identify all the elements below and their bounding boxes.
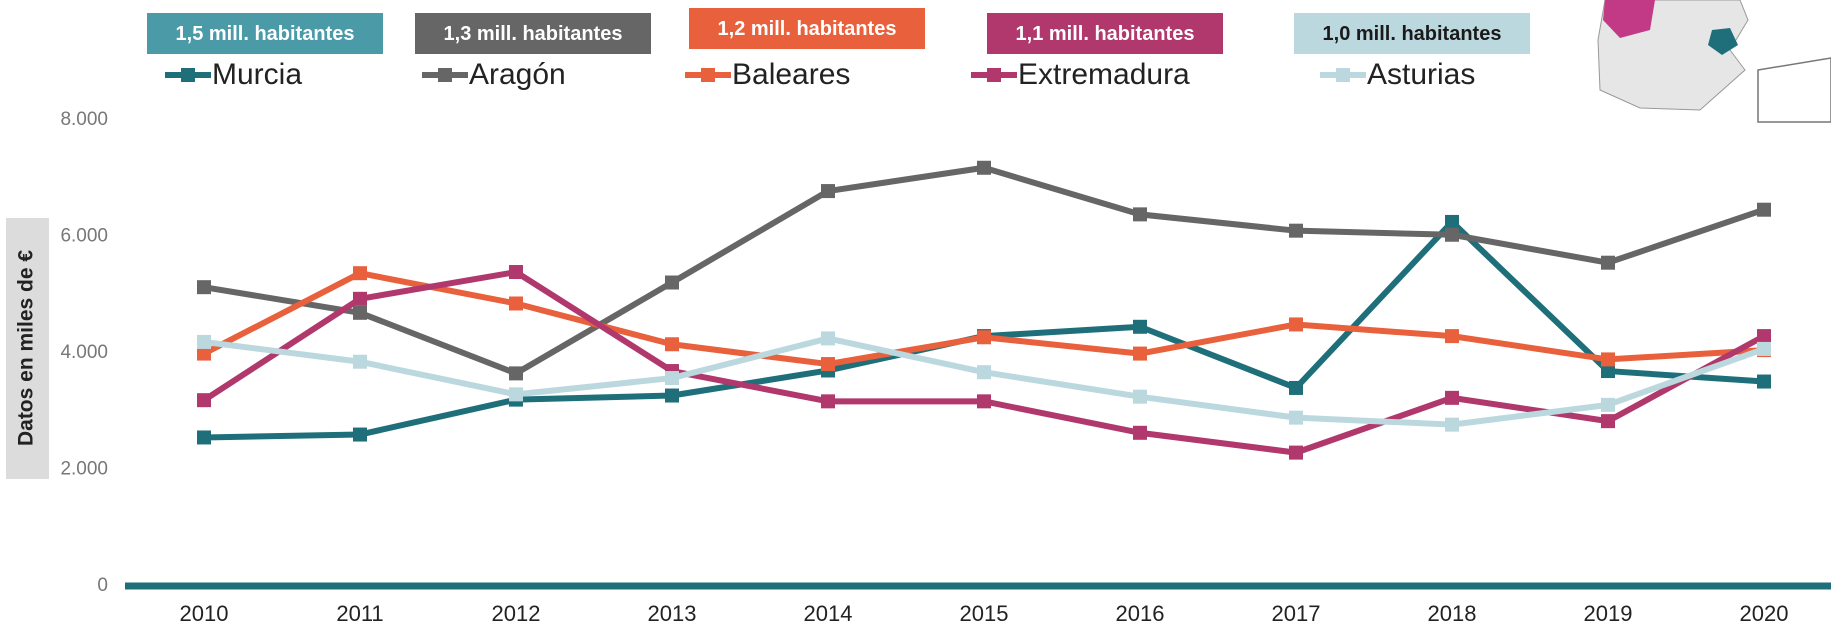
point-marker <box>1757 202 1771 217</box>
point-marker <box>1289 410 1303 425</box>
point-marker <box>197 280 211 295</box>
point-marker <box>665 371 679 386</box>
population-badge <box>1294 13 1530 54</box>
point-marker <box>1289 380 1303 395</box>
point-marker <box>1445 329 1459 344</box>
point-marker <box>353 266 367 281</box>
point-marker <box>1289 317 1303 332</box>
point-marker <box>1445 227 1459 242</box>
point-marker <box>977 394 991 409</box>
x-tick-label: 2020 <box>1740 601 1789 626</box>
point-marker <box>1133 346 1147 361</box>
legend-label: Extremadura <box>1018 58 1190 91</box>
y-tick-label: 6.000 <box>60 226 108 247</box>
x-tick-label: 2017 <box>1272 601 1321 626</box>
y-tick-label: 2.000 <box>60 459 108 480</box>
point-marker <box>1601 255 1615 270</box>
point-marker <box>665 337 679 352</box>
population-badge <box>415 13 651 54</box>
population-badge-text: 1,0 mill. habitantes <box>1323 23 1502 45</box>
population-badge-text: 1,2 mill. habitantes <box>718 18 897 40</box>
point-marker <box>1133 425 1147 440</box>
point-marker <box>197 334 211 349</box>
point-marker <box>353 354 367 369</box>
point-marker <box>353 427 367 442</box>
point-marker <box>509 387 523 402</box>
y-axis-label: Datos en miles de € <box>15 250 38 446</box>
point-marker <box>509 265 523 280</box>
point-marker <box>1757 341 1771 356</box>
point-marker <box>1289 223 1303 238</box>
map-decoration <box>1597 0 1831 123</box>
point-marker <box>977 160 991 175</box>
point-marker <box>197 393 211 408</box>
point-marker <box>1757 374 1771 389</box>
x-tick-label: 2014 <box>804 601 853 626</box>
point-marker <box>197 346 211 361</box>
point-marker <box>977 330 991 345</box>
population-badge <box>689 8 925 49</box>
point-marker <box>1133 207 1147 222</box>
x-tick-label: 2018 <box>1428 601 1477 626</box>
x-tick-label: 2011 <box>336 601 383 626</box>
point-marker <box>353 305 367 320</box>
legend-label: Asturias <box>1367 58 1475 91</box>
x-tick-label: 2019 <box>1584 601 1633 626</box>
point-marker <box>353 291 367 306</box>
population-badge-text: 1,3 mill. habitantes <box>444 23 623 45</box>
point-marker <box>977 365 991 380</box>
legend-marker <box>987 68 1001 82</box>
population-badge <box>147 13 383 54</box>
x-tick-label: 2016 <box>1116 601 1165 626</box>
point-marker <box>665 388 679 403</box>
point-marker <box>1601 414 1615 429</box>
legend-label: Aragón <box>469 58 566 91</box>
legend-label: Baleares <box>732 58 850 91</box>
population-badge-text: 1,1 mill. habitantes <box>1016 23 1195 45</box>
y-tick-label: 4.000 <box>60 342 108 363</box>
point-marker <box>509 366 523 381</box>
legend-label: Murcia <box>212 58 302 91</box>
point-marker <box>1445 214 1459 229</box>
y-axis-label-box <box>6 218 49 479</box>
point-marker <box>821 357 835 372</box>
point-marker <box>821 184 835 199</box>
x-tick-label: 2012 <box>492 601 541 626</box>
point-marker <box>1289 445 1303 460</box>
legend-marker <box>701 68 715 82</box>
y-tick-label: 8.000 <box>60 109 108 130</box>
point-marker <box>509 296 523 311</box>
point-marker <box>197 430 211 445</box>
legend-marker <box>1336 68 1350 82</box>
population-badge <box>987 13 1223 54</box>
legend-marker <box>181 68 195 82</box>
y-tick-label: 0 <box>97 575 108 596</box>
point-marker <box>1757 329 1771 344</box>
point-marker <box>1445 417 1459 432</box>
point-marker <box>665 275 679 290</box>
point-marker <box>1133 389 1147 404</box>
x-tick-label: 2015 <box>960 601 1009 626</box>
point-marker <box>1601 352 1615 367</box>
point-marker <box>1601 397 1615 412</box>
point-marker <box>1601 364 1615 379</box>
point-marker <box>1133 319 1147 334</box>
point-marker <box>821 331 835 346</box>
x-tick-label: 2013 <box>648 601 697 626</box>
population-badge-text: 1,5 mill. habitantes <box>176 23 355 45</box>
point-marker <box>1445 390 1459 405</box>
point-marker <box>821 394 835 409</box>
x-tick-label: 2010 <box>180 601 229 626</box>
legend-marker <box>438 68 452 82</box>
